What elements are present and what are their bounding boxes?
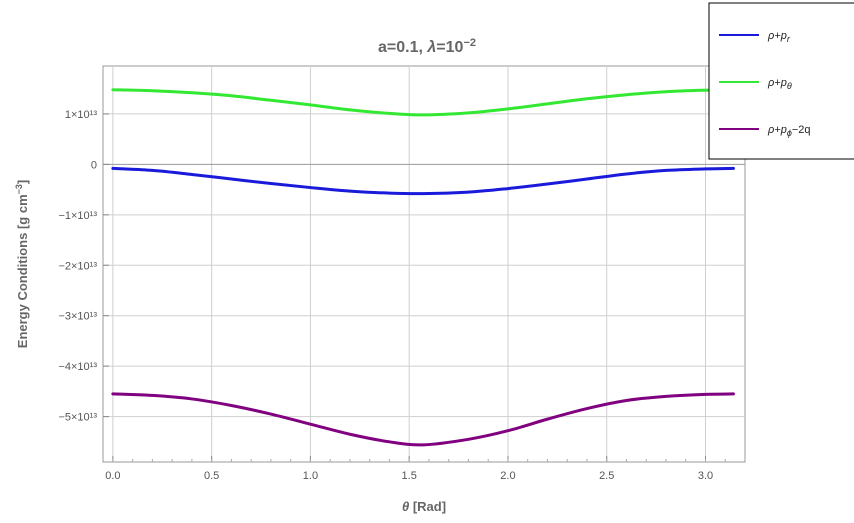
legend: ρ+pr ρ+pθ ρ+pϕ−2q: [708, 2, 854, 160]
x-tick-label: 1.0: [303, 470, 318, 482]
y-tick-label: −2×10¹³: [58, 260, 97, 272]
y-tick-label: 1×10¹³: [65, 109, 97, 121]
series-line-2: [111, 392, 735, 447]
x-tick-label: 2.0: [500, 470, 515, 482]
x-axis-label: θ [Rad]: [402, 499, 446, 514]
chart-title: a=0.1, λ=10−2: [378, 37, 476, 56]
x-tick-label: 0.0: [105, 470, 120, 482]
y-tick-label: −3×10¹³: [58, 311, 97, 323]
plot-frame: [102, 65, 746, 463]
series-line-0: [111, 166, 735, 196]
axis-ticks: 0.0 0.5 1.0 1.5 2.0 2.5 3.0 1×10¹³ 0 −1×10¹³ −2×10…: [58, 109, 726, 482]
x-tick-label: 1.5: [402, 470, 417, 482]
y-axis-label: Energy Conditions [g cm−3]: [14, 180, 30, 348]
grid-lines: [103, 66, 745, 462]
legend-label-r: ρ+pr: [767, 30, 791, 44]
x-tick-label: 2.5: [599, 470, 614, 482]
legend-label-theta: ρ+pθ: [767, 77, 792, 91]
x-tick-label: 0.5: [204, 470, 219, 482]
y-tick-label: −4×10¹³: [58, 361, 97, 373]
y-tick-label: −1×10¹³: [58, 210, 97, 222]
legend-label-phi: ρ+pϕ−2q: [767, 124, 811, 138]
data-series: [111, 88, 735, 447]
y-tick-label: −5×10¹³: [58, 412, 97, 424]
series-line-1: [111, 88, 735, 117]
x-tick-label: 3.0: [698, 470, 713, 482]
y-tick-label: 0: [91, 159, 97, 171]
